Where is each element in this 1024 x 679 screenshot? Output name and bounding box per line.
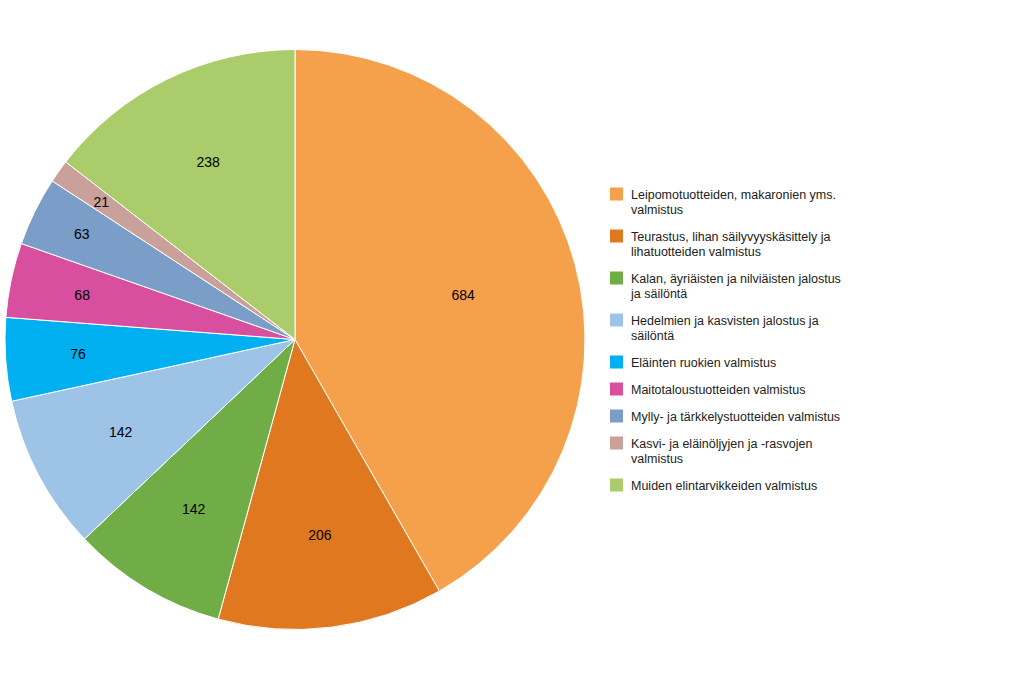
legend-item: Eläinten ruokien valmistus [610,356,776,371]
legend-swatch [610,314,623,327]
legend-item: Maitotaloustuotteiden valmistus [610,383,805,398]
legend-label-line: Kalan, äyriäisten ja nilviäisten jalostu… [631,272,841,286]
legend-swatch [610,272,623,285]
data-label: 684 [451,287,475,303]
legend-swatch [610,437,623,450]
legend-label-line: Muiden elintarvikkeiden valmistus [631,479,817,493]
legend-label-line: säilöntä [631,329,674,343]
legend-label-line: ja säilöntä [630,287,687,301]
legend-item: Mylly- ja tärkkelystuotteiden valmistus [610,410,840,425]
legend-label-line: Teurastus, lihan säilyvyyskäsittely ja [631,230,830,244]
legend-label: Eläinten ruokien valmistus [631,356,776,370]
legend-swatch [610,383,623,396]
legend-label-line: Leipomotuotteiden, makaronien yms. [631,188,836,202]
legend-label: Leipomotuotteiden, makaronien yms.valmis… [631,188,836,217]
legend-item: Muiden elintarvikkeiden valmistus [610,479,817,494]
legend-label-line: lihatuotteiden valmistus [631,245,761,259]
legend-label: Maitotaloustuotteiden valmistus [631,383,805,397]
legend-label: Hedelmien ja kasvisten jalostus jasäilön… [631,314,819,343]
legend-swatch [610,410,623,423]
legend-label: Mylly- ja tärkkelystuotteiden valmistus [631,410,840,424]
legend-label-line: Eläinten ruokien valmistus [631,356,776,370]
legend-label: Muiden elintarvikkeiden valmistus [631,479,817,493]
pie-slice [66,50,295,340]
legend-item: Leipomotuotteiden, makaronien yms.valmis… [610,188,836,218]
legend-label-line: valmistus [631,203,683,217]
legend-swatch [610,356,623,369]
legend-label: Teurastus, lihan säilyvyyskäsittely jali… [631,230,830,259]
pie [5,50,585,630]
legend-item: Kalan, äyriäisten ja nilviäisten jalostu… [610,272,841,302]
legend-label-line: valmistus [631,452,683,466]
data-label: 142 [109,424,133,440]
legend-label-line: Hedelmien ja kasvisten jalostus ja [631,314,819,328]
legend-label-line: Maitotaloustuotteiden valmistus [631,383,805,397]
legend-label: Kasvi- ja eläinöljyjen ja -rasvojenvalmi… [631,437,812,466]
legend-label: Kalan, äyriäisten ja nilviäisten jalostu… [630,272,841,301]
data-label: 142 [182,501,206,517]
data-label: 76 [70,346,86,362]
data-label: 238 [196,154,220,170]
data-labels: 684 206 142 142 76 68 6321 238 [70,154,475,543]
legend-swatch [610,230,623,243]
legend-item: Hedelmien ja kasvisten jalostus jasäilön… [610,314,819,344]
data-label: 21 [93,194,109,210]
data-label: 206 [308,527,332,543]
data-label: 68 [74,287,90,303]
legend-label-line: Kasvi- ja eläinöljyjen ja -rasvojen [631,437,812,451]
legend-swatch [610,188,623,201]
chart-svg: 684 206 142 142 76 68 6321 238 Leipomotuotteiden… [0,0,1024,679]
data-label: 63 [74,226,90,242]
legend: Leipomotuotteiden, makaronien yms.valmis… [610,188,841,494]
legend-item: Teurastus, lihan säilyvyyskäsittely jali… [610,230,830,260]
legend-item: Kasvi- ja eläinöljyjen ja -rasvojenvalmi… [610,437,812,467]
legend-label-line: Mylly- ja tärkkelystuotteiden valmistus [631,410,840,424]
legend-swatch [610,479,623,492]
